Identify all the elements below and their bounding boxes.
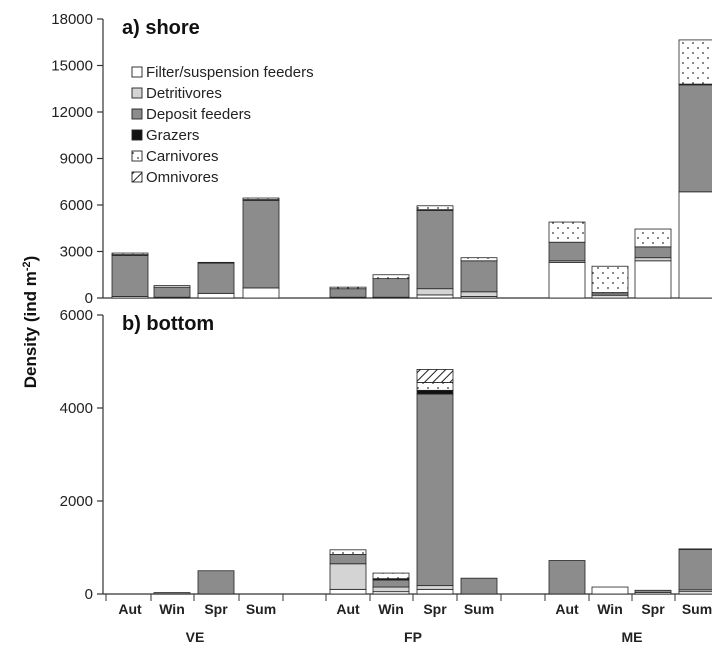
- x-tick-label-1: Aut: [118, 601, 142, 617]
- panel-bottom-bar-deposit-feeders-9: [548, 560, 586, 595]
- legend-label-grazers: Grazers: [146, 127, 199, 144]
- x-tick-label-2: Win: [159, 601, 185, 617]
- x-tick-label-6: Win: [378, 601, 404, 617]
- panel-shore-bar-carnivores-10: [591, 265, 629, 293]
- panel-shore-bar-deposit-feeders-8: [460, 260, 498, 293]
- panel-shore-bar-deposit-feeders-6: [372, 278, 410, 298]
- legend-label-carnivores: Carnivores: [146, 148, 219, 165]
- panel-shore-bar-carnivores-12: [678, 39, 712, 85]
- x-tick-label-3: Spr: [204, 601, 228, 617]
- x-tick-label-7: Spr: [423, 601, 447, 617]
- panel-bottom-y-tick-label-6000: 6000: [60, 307, 93, 324]
- y-axis-label: Density (ind m-2): [21, 256, 40, 389]
- panel-bottom-title: b) bottom: [122, 313, 214, 335]
- x-tick-label-4: Sum: [246, 601, 276, 617]
- panel-bottom-y-tick-label-2000: 2000: [60, 493, 93, 510]
- panel-shore-y-tick-label-6000: 6000: [60, 197, 93, 214]
- panel-shore-title: a) shore: [122, 17, 200, 39]
- panel-bottom-bar-deposit-feeders-8: [460, 577, 498, 595]
- x-tick-label-10: Win: [597, 601, 623, 617]
- panel-shore-bar-carnivores-8: [460, 257, 498, 262]
- panel-shore-bar-carnivores-6: [372, 274, 410, 280]
- panel-bottom-bar-deposit-feeders-11: [634, 589, 672, 594]
- panel-bottom-bar-omnivores-7: [416, 369, 454, 383]
- legend-swatch-grazers: [131, 129, 143, 141]
- legend-label-omnivores: Omnivores: [146, 169, 219, 186]
- panel-shore-bar-filter-suspension-feeders-4: [242, 287, 280, 299]
- panel-shore-bar-detritivores-8: [460, 291, 498, 297]
- panel-bottom-bar-filter-suspension-feeders-7: [416, 588, 454, 595]
- panel-shore-bar-deposit-feeders-2: [153, 286, 191, 298]
- panel-shore-bar-deposit-feeders-5: [329, 288, 367, 298]
- legend-label-filter-suspension-feeders: Filter/suspension feeders: [146, 64, 314, 81]
- panel-shore-bar-carnivores-4: [242, 197, 280, 200]
- panel-shore-bar-deposit-feeders-9: [548, 241, 586, 262]
- panel-bottom-bar-detritivores-7: [416, 585, 454, 590]
- legend-swatch-detritivores: [131, 87, 143, 99]
- group-label-fp: FP: [404, 629, 422, 645]
- panel-bottom-bar-grazers-7: [416, 389, 454, 395]
- y-axis-label-close: ): [21, 256, 40, 262]
- panel-shore-bar-carnivores-3: [197, 261, 235, 264]
- panel-bottom-bar-deposit-feeders-7: [416, 393, 454, 587]
- panel-bottom-bar-deposit-feeders-5: [329, 554, 367, 565]
- x-tick-label-11: Spr: [641, 601, 665, 617]
- panel-bottom-bar-deposit-feeders-12: [678, 548, 712, 591]
- legend-label-deposit-feeders: Deposit feeders: [146, 106, 251, 123]
- panel-shore-bar-deposit-feeders-3: [197, 262, 235, 294]
- panel-shore-bar-carnivores-2: [153, 285, 191, 288]
- group-label-ve: VE: [186, 629, 205, 645]
- x-tick-label-9: Aut: [555, 601, 579, 617]
- panel-shore-bar-detritivores-11: [634, 257, 672, 262]
- panel-bottom-y-tick-label-0: 0: [85, 586, 93, 603]
- panel-shore-y-tick-label-9000: 9000: [60, 151, 93, 168]
- panel-shore-bar-filter-suspension-feeders-12: [678, 191, 712, 299]
- panel-shore-bar-carnivores-7: [416, 205, 454, 211]
- panel-shore-y-tick-label-3000: 3000: [60, 244, 93, 261]
- panel-shore-bar-deposit-feeders-1: [111, 254, 149, 297]
- legend-swatch-omnivores: [131, 171, 143, 183]
- panel-shore-bar-deposit-feeders-12: [678, 84, 712, 193]
- panel-shore-bar-deposit-feeders-7: [416, 210, 454, 290]
- group-label-me: ME: [622, 629, 643, 645]
- legend-swatch-carnivores: [131, 150, 143, 162]
- panel-bottom-bar-detritivores-5: [329, 563, 367, 590]
- panel-shore-y-tick-label-12000: 12000: [51, 104, 93, 121]
- x-tick-label-8: Sum: [464, 601, 494, 617]
- panel-shore-bar-filter-suspension-feeders-9: [548, 261, 586, 299]
- panel-bottom-bar-carnivores-7: [416, 382, 454, 391]
- panel-bottom-bar-deposit-feeders-6: [372, 579, 410, 588]
- panel-bottom-bar-carnivores-5: [329, 549, 367, 555]
- panel-shore-bar-filter-suspension-feeders-3: [197, 292, 235, 299]
- y-axis-label-main: Density (ind m: [21, 271, 40, 388]
- panel-shore-bar-filter-suspension-feeders-7: [416, 294, 454, 299]
- panel-shore-bar-detritivores-7: [416, 288, 454, 296]
- panel-bottom-bar-deposit-feeders-2: [153, 592, 191, 595]
- panel-bottom-bar-filter-suspension-feeders-5: [329, 588, 367, 595]
- panel-bottom-bar-filter-suspension-feeders-10: [591, 586, 629, 595]
- panel-shore-bar-carnivores-1: [111, 252, 149, 256]
- panel-bottom-bar-grazers-12: [678, 548, 712, 550]
- panel-bottom-bar-carnivores-6: [372, 572, 410, 580]
- panel-bottom-bar-deposit-feeders-3: [197, 570, 235, 595]
- panel-shore-y-tick-label-15000: 15000: [51, 58, 93, 75]
- x-tick-label-12: Sum: [682, 601, 712, 617]
- panel-shore-bar-deposit-feeders-4: [242, 199, 280, 289]
- panel-bottom-y-tick-label-4000: 4000: [60, 400, 93, 417]
- panel-shore-y-tick-label-0: 0: [85, 290, 93, 307]
- panel-shore-bar-carnivores-11: [634, 228, 672, 248]
- panel-shore-bar-filter-suspension-feeders-11: [634, 260, 672, 299]
- legend-label-detritivores: Detritivores: [146, 85, 222, 102]
- x-tick-label-5: Aut: [336, 601, 360, 617]
- legend-swatch-filter-suspension-feeders: [131, 66, 143, 78]
- panel-shore-y-tick-label-18000: 18000: [51, 11, 93, 28]
- y-axis-label-superscript: -2: [21, 261, 33, 271]
- legend-swatch-deposit-feeders: [131, 108, 143, 120]
- panel-bottom-bar-detritivores-6: [372, 586, 410, 593]
- panel-shore-bar-carnivores-9: [548, 221, 586, 243]
- panel-shore-bar-carnivores-5: [329, 286, 367, 290]
- panel-shore-bar-deposit-feeders-11: [634, 246, 672, 259]
